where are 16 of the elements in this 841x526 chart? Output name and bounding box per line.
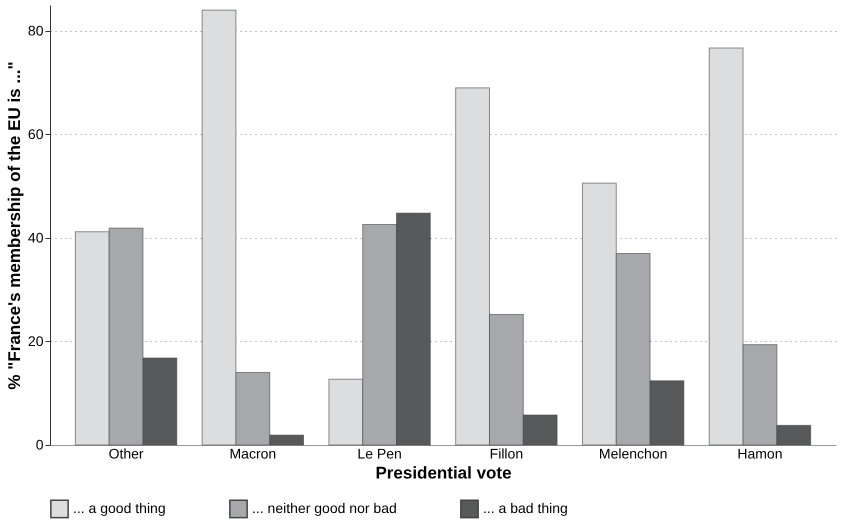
legend-label: ... a bad thing xyxy=(483,500,568,516)
y-tick-label: 80 xyxy=(28,22,44,38)
x-tick-label: Macron xyxy=(229,446,276,462)
x-tick-label: Melenchon xyxy=(598,446,668,462)
y-tick-label: 40 xyxy=(28,229,44,246)
y-tick-label: 0 xyxy=(36,436,44,452)
x-tick-label: Fillon xyxy=(490,446,524,462)
x-tick-label: Other xyxy=(108,446,144,462)
x-tick-label: Hamon xyxy=(737,446,783,462)
x-axis-title: Presidential vote xyxy=(375,464,512,482)
legend-label: ... neither good nor bad xyxy=(252,500,397,516)
y-axis-title: % "France's membership of the EU is ..." xyxy=(4,61,24,390)
x-tick-label: Le Pen xyxy=(357,446,402,462)
y-tick-label: 60 xyxy=(28,126,44,142)
y-tick-label: 20 xyxy=(28,332,44,349)
legend-label: ... a good thing xyxy=(73,500,166,516)
